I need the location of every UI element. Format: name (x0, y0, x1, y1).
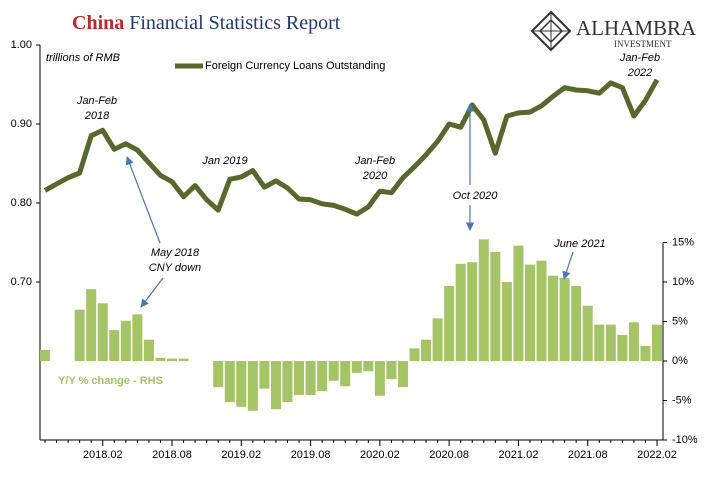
bar (213, 361, 224, 388)
x-tick-label: 2019.08 (291, 449, 331, 461)
bar (652, 324, 662, 361)
annotation-arrow (140, 277, 164, 308)
bar (317, 361, 328, 392)
annotation: 2022 (627, 67, 652, 79)
bar (328, 361, 339, 381)
annotation-arrow (562, 251, 574, 280)
y2-tick-label: 5% (672, 315, 688, 327)
x-tick-label: 2021.02 (499, 449, 539, 461)
title-text: Financial Statistics Report (129, 12, 341, 34)
series-label: Y/Y % change - RHS (58, 375, 163, 387)
annotation: May 2018 (151, 247, 200, 259)
annotation: June 2021 (553, 238, 605, 250)
bar (501, 282, 512, 361)
bar (421, 339, 432, 361)
chart-title: China Financial Statistics Report (72, 12, 341, 34)
bar (120, 320, 131, 361)
logo-name: ALHAMBRA (576, 16, 697, 40)
x-tick-label: 2018.08 (152, 449, 192, 461)
annotation: Jan 2019 (201, 155, 247, 167)
bar (294, 361, 305, 395)
bar (478, 239, 489, 361)
bar (455, 263, 466, 361)
bar (374, 361, 385, 396)
bar (351, 361, 362, 373)
bar (524, 264, 535, 361)
bar (40, 349, 50, 361)
bar (247, 361, 258, 411)
annotation: 2018 (84, 110, 110, 122)
bar (340, 361, 351, 387)
bar (386, 361, 397, 380)
bar (86, 289, 97, 361)
y2-tick-label: -10% (672, 434, 698, 446)
bar (236, 361, 247, 407)
annotation: Jan-Feb (619, 52, 660, 64)
y2-tick-label: 0% (672, 355, 688, 367)
bar (167, 358, 178, 361)
annotation: Jan-Feb (354, 155, 395, 167)
bar (536, 260, 547, 361)
y-axis-label: trillions of RMB (46, 52, 120, 64)
bar (363, 361, 374, 372)
bar (282, 361, 293, 403)
bar (178, 358, 189, 361)
bar (640, 345, 651, 361)
y-tick-label: 1.00 (11, 39, 32, 51)
annotation: Jan-Feb (76, 95, 117, 107)
logo: ALHAMBRA INVESTMENT (530, 10, 697, 52)
annotation-arrow (125, 156, 161, 244)
bar (97, 303, 108, 361)
bar (444, 285, 455, 361)
bar (548, 275, 559, 361)
y-tick-label: 0.80 (11, 197, 32, 209)
bar (571, 285, 582, 361)
bar (270, 361, 281, 410)
x-tick-label: 2022.02 (637, 449, 677, 461)
y2-tick-label: 10% (672, 276, 694, 288)
annotation: Oct 2020 (453, 190, 499, 202)
y-tick-label: 0.70 (11, 276, 32, 288)
y2-tick-label: -5% (672, 394, 692, 406)
bar (582, 305, 593, 361)
bar (224, 361, 235, 403)
bar (432, 318, 443, 361)
legend-label: Foreign Currency Loans Outstanding (205, 60, 385, 72)
y2-tick-label: 15% (672, 236, 694, 248)
bar (559, 278, 570, 361)
bar (490, 251, 501, 361)
bar (467, 262, 478, 361)
x-tick-label: 2019.02 (221, 449, 261, 461)
bar (628, 322, 639, 361)
logo-tagline: INVESTMENT (614, 39, 672, 49)
bar (594, 324, 605, 361)
bar (605, 324, 616, 361)
bar (155, 357, 166, 361)
x-tick-label: 2020.08 (429, 449, 469, 461)
x-tick-label: 2021.08 (568, 449, 608, 461)
bar (409, 348, 420, 361)
title-highlight: China (72, 12, 124, 34)
bar (109, 330, 120, 361)
x-tick-label: 2018.02 (83, 449, 123, 461)
line (43, 78, 660, 217)
annotation: CNY down (149, 262, 201, 274)
bar (617, 334, 628, 361)
y-tick-label: 0.90 (11, 118, 32, 130)
bar (513, 245, 524, 361)
bar (305, 361, 316, 395)
x-tick-label: 2020.02 (360, 449, 400, 461)
bar (132, 314, 143, 361)
bar (143, 339, 154, 361)
bar (397, 361, 408, 388)
bar (259, 361, 270, 389)
bar (74, 309, 85, 361)
annotation: 2020 (362, 170, 388, 182)
